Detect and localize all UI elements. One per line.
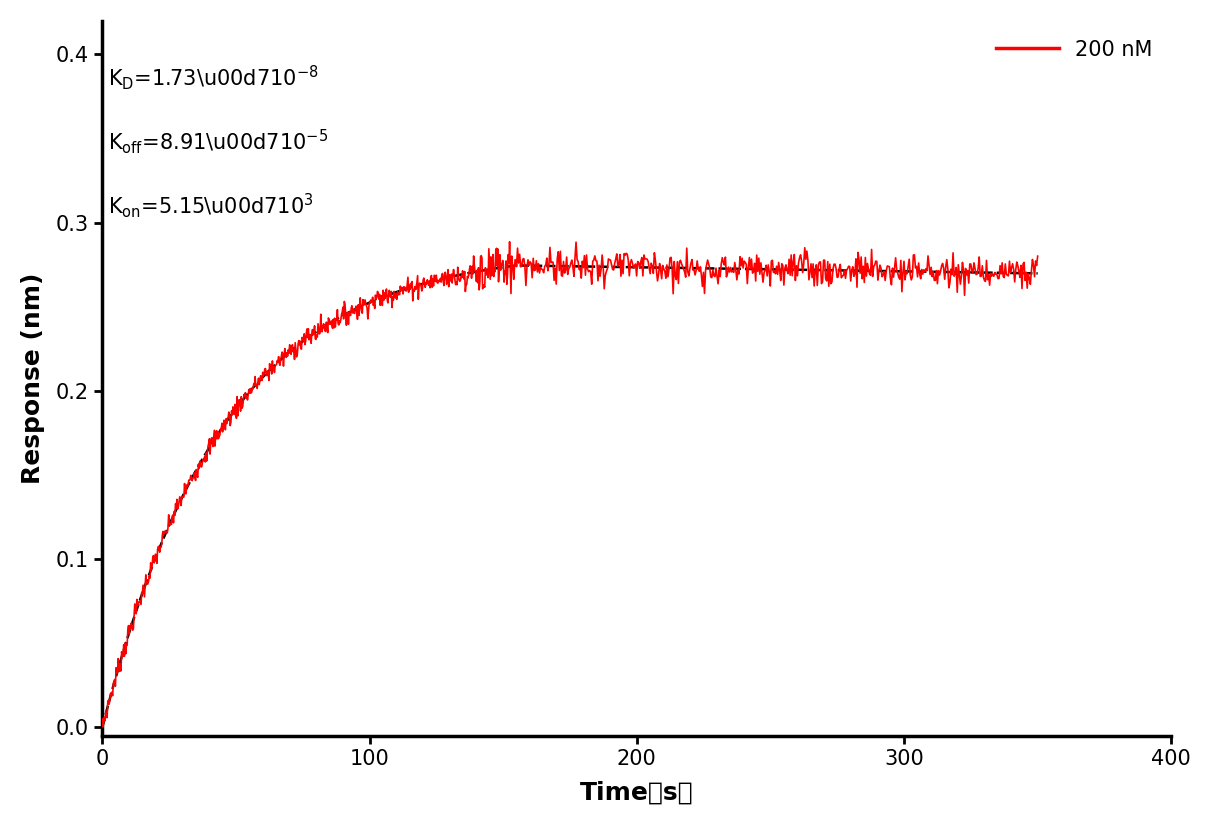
Text: $\mathrm{K_{off}}$=8.91\u00d710$^{-5}$: $\mathrm{K_{off}}$=8.91\u00d710$^{-5}$ — [108, 127, 327, 156]
Y-axis label: Response (nm): Response (nm) — [21, 272, 45, 484]
Text: $\mathrm{K_D}$=1.73\u00d710$^{-8}$: $\mathrm{K_D}$=1.73\u00d710$^{-8}$ — [108, 63, 319, 92]
X-axis label: Time（s）: Time（s） — [581, 780, 693, 804]
Legend: 200 nM: 200 nM — [988, 31, 1161, 68]
Text: $\mathrm{K_{on}}$=5.15\u00d710$^{3}$: $\mathrm{K_{on}}$=5.15\u00d710$^{3}$ — [108, 191, 313, 219]
